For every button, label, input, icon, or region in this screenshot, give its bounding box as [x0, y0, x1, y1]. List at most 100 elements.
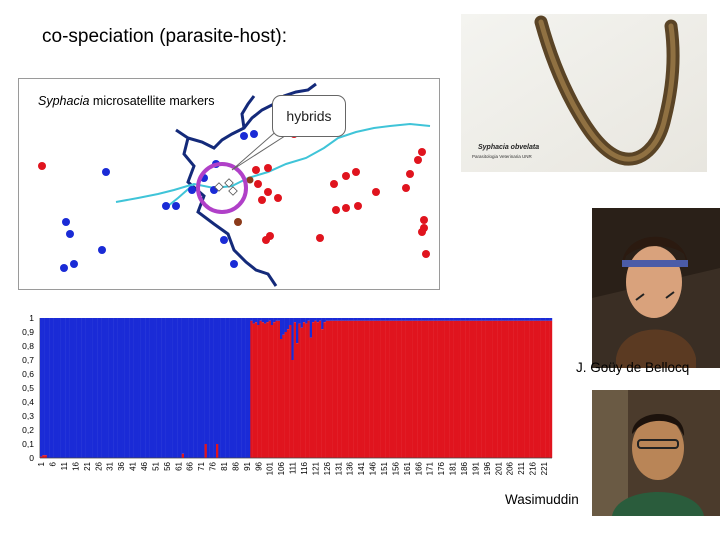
hybrid-diamond — [224, 178, 234, 188]
sample-point — [342, 172, 350, 180]
bar-segment-red — [435, 320, 438, 458]
bar-segment-blue — [289, 318, 292, 325]
person-photo-2 — [592, 390, 720, 516]
bar-segment-blue — [300, 318, 304, 328]
bar-segment-blue — [437, 318, 441, 321]
bar-segment-red — [394, 320, 397, 458]
bar-segment-blue — [444, 318, 448, 321]
bar-segment-blue — [424, 318, 427, 321]
bar-segment-red — [497, 320, 500, 458]
x-tick-label: 161 — [403, 461, 412, 475]
bar-segment-red — [204, 444, 208, 458]
bar-segment-red — [344, 320, 347, 458]
bar-segment-blue — [419, 318, 422, 321]
bar-segment-blue — [421, 318, 425, 321]
bar-segment-red — [490, 320, 493, 458]
bar-segment-red — [289, 325, 292, 458]
bar-segment-blue — [494, 318, 498, 321]
bar-segment-blue — [364, 318, 368, 321]
bar-segment-blue — [195, 318, 198, 458]
y-axis: 0 0,1 0,2 0,3 0,4 0,5 0,6 0,7 0,8 0,9 1 — [22, 313, 41, 463]
bar-segment-blue — [99, 318, 102, 458]
bar-segment-blue — [270, 318, 274, 325]
bar-segment-red — [508, 320, 512, 458]
bar-segment-blue — [426, 318, 429, 321]
bar-segment-blue — [430, 318, 434, 321]
sample-point — [102, 168, 110, 176]
bar-segment-red — [257, 325, 260, 458]
bar-segment-blue — [458, 318, 461, 321]
bar-segment-red — [430, 320, 434, 458]
x-tick-label: 116 — [300, 461, 309, 474]
bar-segment-red — [449, 320, 452, 458]
bar-segment-blue — [92, 318, 96, 458]
y-tick-label: 0,7 — [22, 355, 34, 365]
bar-segment-blue — [243, 318, 246, 458]
bar-segment-blue — [174, 318, 178, 458]
x-tick-label: 156 — [391, 461, 400, 475]
sample-point — [230, 260, 238, 268]
bar-segment-blue — [209, 318, 212, 458]
bar-segment-red — [318, 320, 322, 458]
bar-segment-red — [444, 320, 448, 458]
bar-segment-blue — [467, 318, 470, 321]
bar-segment-blue — [481, 318, 484, 321]
bar-segment-red — [412, 320, 416, 458]
bar-segment-blue — [190, 318, 194, 458]
bar-segment-red — [293, 322, 297, 458]
bar-segment-blue — [366, 318, 370, 321]
bar-segment-blue — [220, 318, 224, 458]
bar-segment-blue — [536, 318, 539, 321]
bar-segment-blue — [515, 318, 518, 321]
bar-segment-red — [485, 320, 489, 458]
x-tick-label: 21 — [83, 461, 92, 470]
bar-segment-red — [325, 320, 329, 458]
bar-segment-red — [337, 320, 340, 458]
map-label: Syphacia microsatellite markers — [38, 94, 214, 108]
bar-segment-blue — [517, 318, 521, 321]
x-tick-label: 111 — [289, 461, 298, 474]
bar-segment-blue — [488, 318, 491, 321]
sample-point — [162, 202, 170, 210]
bar-segment-red — [458, 320, 461, 458]
x-tick-label: 101 — [266, 461, 275, 475]
bar-segment-red — [472, 320, 475, 458]
bar-segment-blue — [62, 318, 66, 458]
sample-point — [258, 196, 266, 204]
river — [115, 122, 431, 203]
bar-segment-blue — [257, 318, 260, 325]
bar-segment-blue — [369, 318, 372, 321]
bar-segment-red — [44, 455, 48, 458]
bar-segment-blue — [449, 318, 452, 321]
x-tick-label: 201 — [494, 461, 503, 475]
bar-segment-blue — [88, 318, 91, 458]
bar-segment-blue — [138, 318, 141, 458]
bar-segment-red — [328, 320, 331, 458]
bar-segment-blue — [266, 318, 269, 323]
x-axis: 1 6 11 16 21 26 31 36 41 46 51 56 61 66 71 76 81 86 91 96 10… — [37, 457, 552, 475]
bar-segment-blue — [497, 318, 500, 321]
bar-segment-red — [440, 320, 443, 458]
bar-segment-red — [268, 320, 272, 458]
bar-segment-blue — [435, 318, 438, 321]
bar-segment-blue — [309, 318, 313, 338]
bar-segment-blue — [410, 318, 413, 321]
bar-segment-red — [302, 322, 306, 458]
sample-point — [352, 168, 360, 176]
bar-segment-red — [426, 320, 429, 458]
x-tick-label: 96 — [254, 461, 263, 470]
x-tick-label: 11 — [60, 461, 69, 470]
bar-segment-blue — [401, 318, 404, 321]
chart-bars — [40, 318, 553, 458]
y-tick-label: 0 — [29, 453, 34, 463]
sample-point — [262, 236, 270, 244]
sample-point — [234, 218, 242, 226]
bar-segment-red — [465, 320, 468, 458]
bar-segment-blue — [97, 318, 100, 458]
x-tick-label: 46 — [140, 461, 149, 470]
bar-segment-blue — [259, 318, 262, 321]
bar-segment-blue — [204, 318, 208, 444]
bar-segment-blue — [428, 318, 432, 321]
bar-segment-blue — [542, 318, 546, 321]
x-tick-label: 181 — [449, 461, 458, 475]
